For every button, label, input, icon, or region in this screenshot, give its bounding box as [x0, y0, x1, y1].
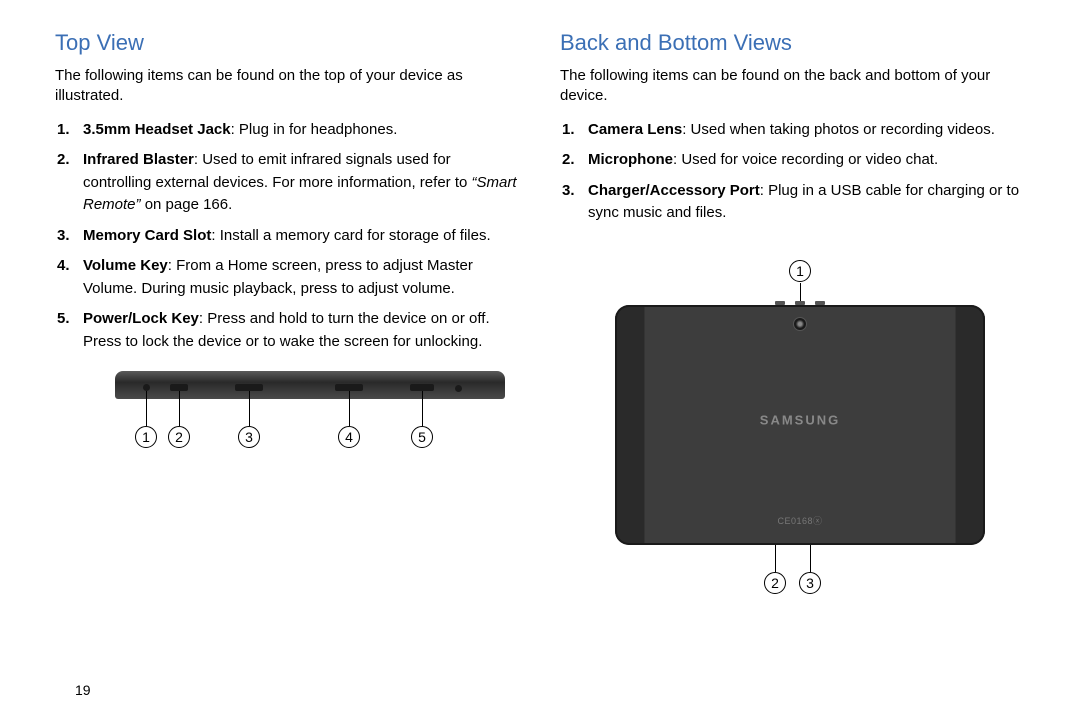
callout-5: 5 — [411, 426, 433, 448]
item-term: Infrared Blaster — [83, 151, 194, 168]
callout-back-3: 3 — [799, 572, 821, 594]
list-item: 4. Volume Key: From a Home screen, press… — [83, 255, 520, 300]
item-term: Memory Card Slot — [83, 227, 211, 244]
top-view-intro: The following items can be found on the … — [55, 66, 520, 107]
callout-back-1: 1 — [789, 260, 811, 282]
back-view-list: 1. Camera Lens: Used when taking photos … — [560, 119, 1025, 225]
item-term: 3.5mm Headset Jack — [83, 121, 231, 138]
back-view-heading: Back and Bottom Views — [560, 30, 1025, 56]
leader-line — [775, 545, 776, 572]
item-desc2: on page 166. — [141, 196, 233, 213]
ir-blaster-port — [170, 384, 188, 391]
callout-4: 4 — [338, 426, 360, 448]
ce-mark: CE0168ⓧ — [777, 514, 822, 527]
volume-key-port — [335, 384, 363, 391]
item-term: Volume Key — [83, 257, 168, 274]
power-key-port — [410, 384, 434, 391]
list-item: 2. Microphone: Used for voice recording … — [588, 149, 1025, 172]
list-item: 5. Power/Lock Key: Press and hold to tur… — [83, 308, 520, 353]
back-view-diagram: 1 SAMSUNG CE0168ⓧ 2 3 — [560, 255, 1025, 615]
item-term: Power/Lock Key — [83, 310, 199, 327]
list-item: 3. Charger/Accessory Port: Plug in a USB… — [588, 180, 1025, 225]
right-column: Back and Bottom Views The following item… — [560, 30, 1025, 615]
item-number: 2. — [57, 149, 70, 172]
item-number: 5. — [57, 308, 70, 331]
callout-2: 2 — [168, 426, 190, 448]
item-term: Camera Lens — [588, 121, 682, 138]
list-item: 1. Camera Lens: Used when taking photos … — [588, 119, 1025, 142]
back-view-intro: The following items can be found on the … — [560, 66, 1025, 107]
item-number: 1. — [562, 119, 575, 142]
camera-lens-icon — [793, 317, 807, 331]
callout-back-2: 2 — [764, 572, 786, 594]
item-number: 1. — [57, 119, 70, 142]
headset-jack-port — [143, 384, 150, 391]
top-sensors — [770, 301, 830, 307]
left-column: Top View The following items can be foun… — [55, 30, 520, 615]
item-number: 4. — [57, 255, 70, 278]
item-number: 3. — [57, 225, 70, 248]
leader-line — [422, 391, 423, 426]
item-term: Charger/Accessory Port — [588, 182, 760, 199]
callout-3: 3 — [238, 426, 260, 448]
leader-line — [179, 391, 180, 426]
leader-line — [810, 545, 811, 572]
page-number: 19 — [75, 682, 91, 698]
device-back-body: SAMSUNG CE0168ⓧ — [615, 305, 985, 545]
top-view-heading: Top View — [55, 30, 520, 56]
item-term: Microphone — [588, 151, 673, 168]
leader-line — [249, 391, 250, 426]
list-item: 2. Infrared Blaster: Used to emit infrar… — [83, 149, 520, 217]
list-item: 3. Memory Card Slot: Install a memory ca… — [83, 225, 520, 248]
leader-line — [146, 391, 147, 426]
item-desc: : Used for voice recording or video chat… — [673, 151, 938, 168]
brand-logo: SAMSUNG — [760, 412, 840, 427]
item-number: 3. — [562, 180, 575, 203]
top-view-diagram: 1 2 3 4 5 — [55, 371, 520, 481]
item-desc: : Install a memory card for storage of f… — [211, 227, 490, 244]
mic-hole — [455, 385, 462, 392]
item-number: 2. — [562, 149, 575, 172]
list-item: 1. 3.5mm Headset Jack: Plug in for headp… — [83, 119, 520, 142]
callout-1: 1 — [135, 426, 157, 448]
item-desc: : Used when taking photos or recording v… — [682, 121, 995, 138]
top-view-list: 1. 3.5mm Headset Jack: Plug in for headp… — [55, 119, 520, 354]
item-desc: : Plug in for headphones. — [231, 121, 398, 138]
leader-line — [349, 391, 350, 426]
memory-slot-port — [235, 384, 263, 391]
